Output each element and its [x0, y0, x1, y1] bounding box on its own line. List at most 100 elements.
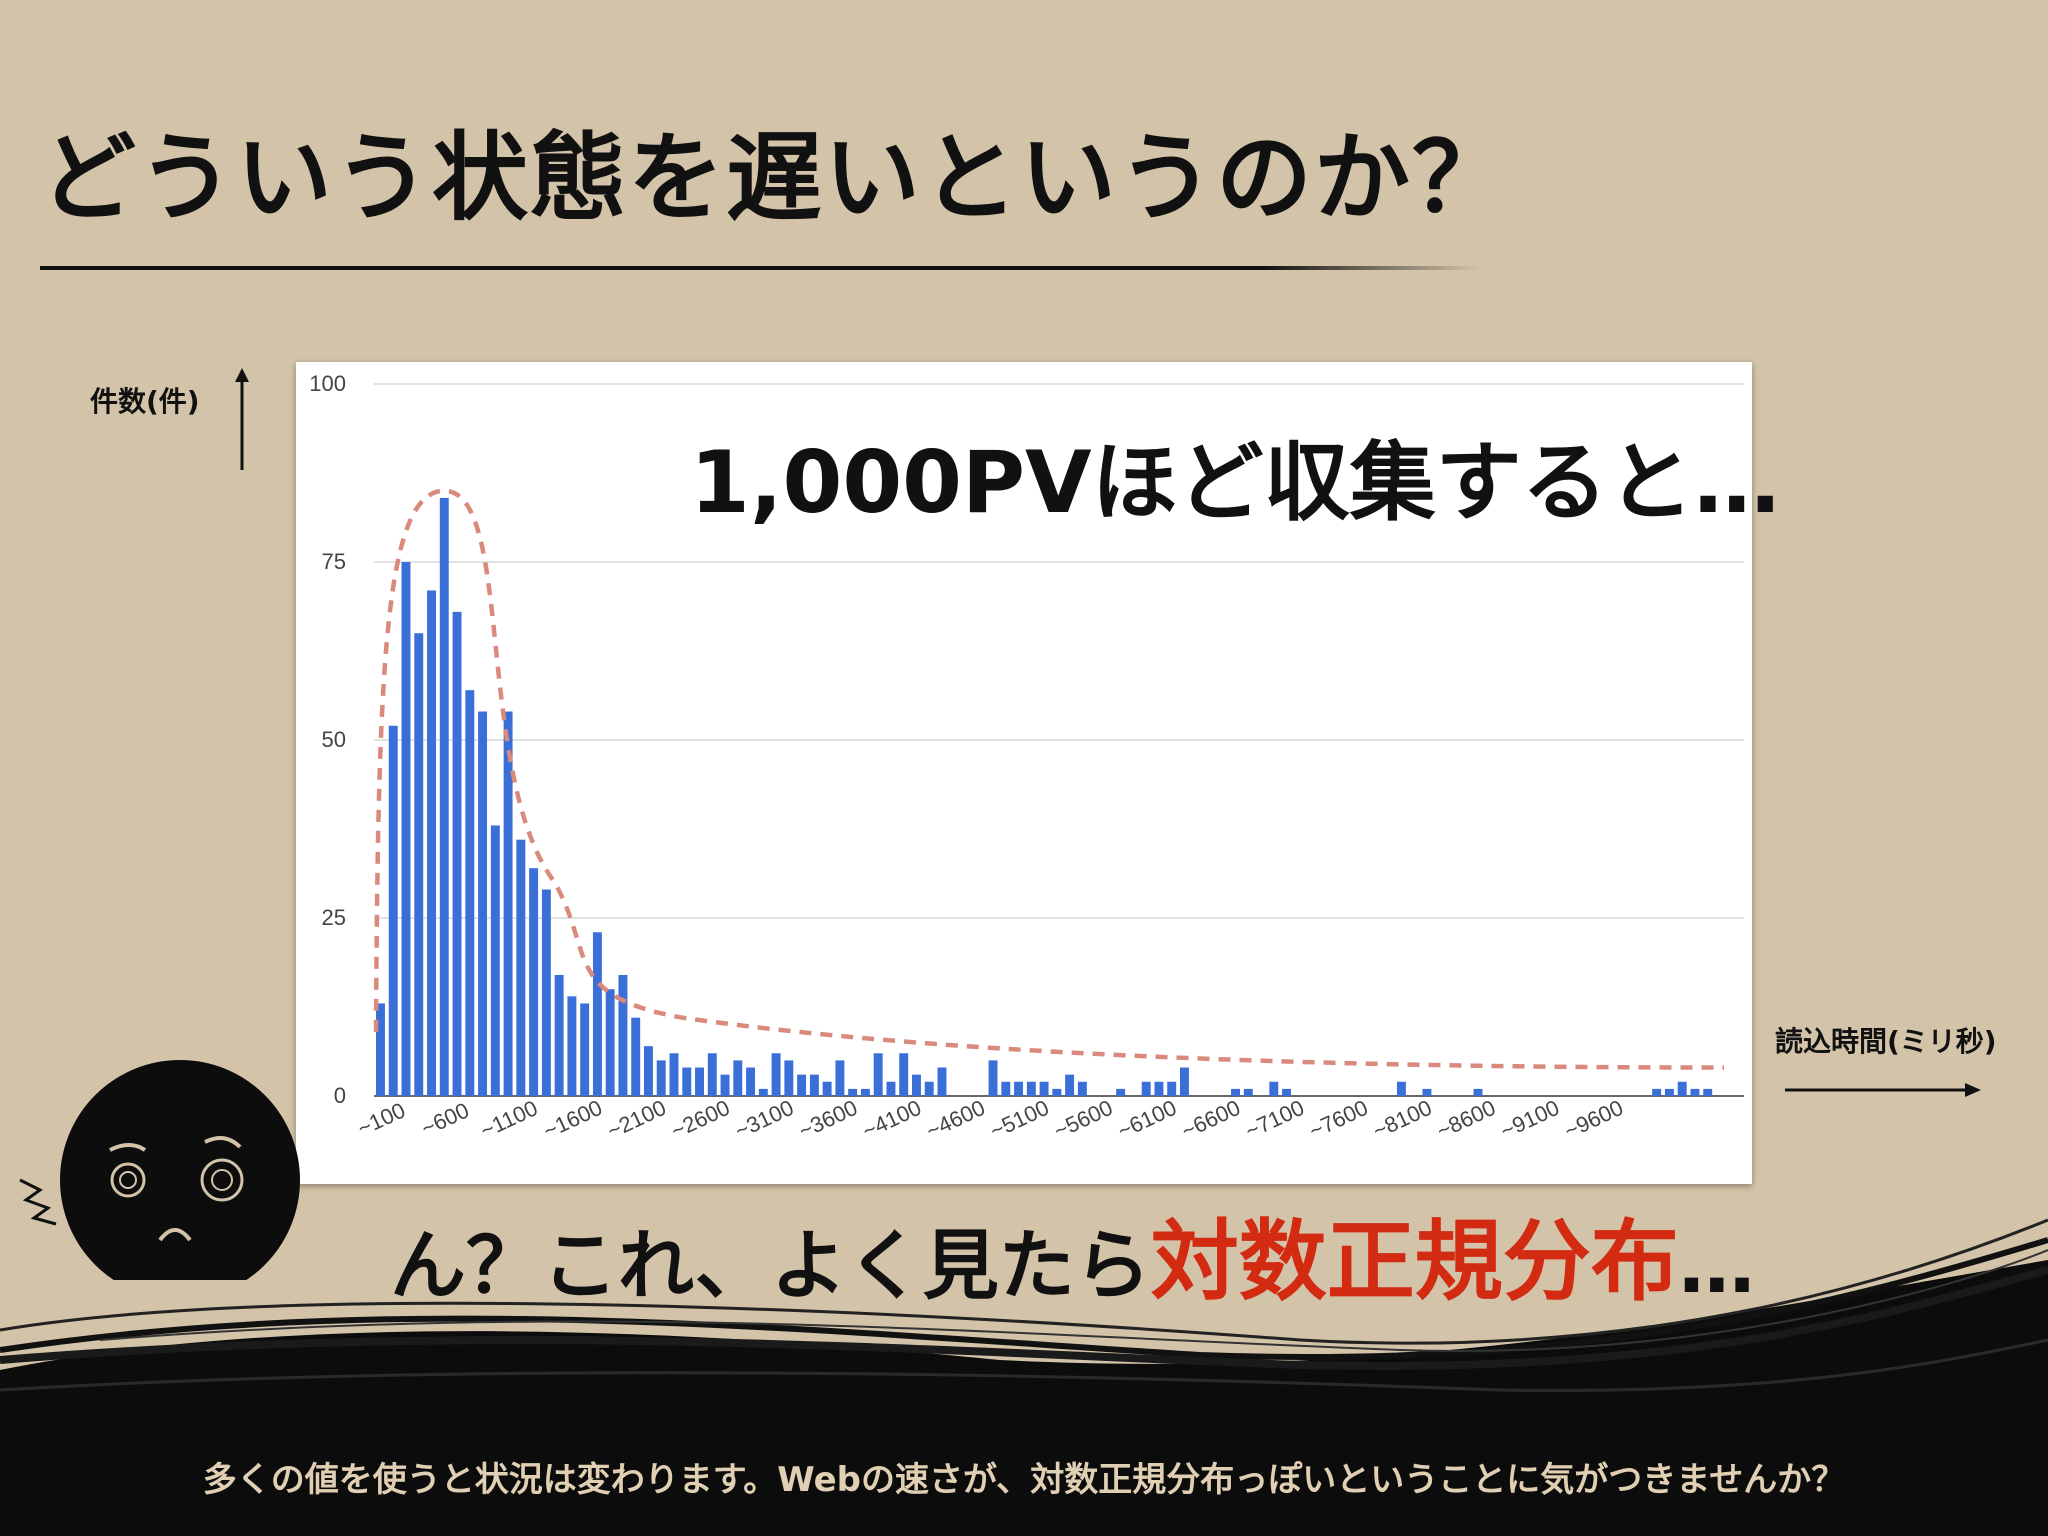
caption-prefix: ん？これ、よく見たら	[390, 1221, 1151, 1310]
histogram-bar	[1026, 1081, 1036, 1096]
y-tick-label: 50	[322, 727, 346, 752]
histogram-bar	[746, 1067, 756, 1096]
worried-face-illustration	[19, 1060, 300, 1280]
x-tick-label: ~600	[417, 1097, 472, 1141]
histogram-bar	[1039, 1081, 1049, 1096]
histogram-bar	[860, 1088, 870, 1096]
histogram-bar	[784, 1060, 794, 1096]
histogram-bar	[822, 1081, 832, 1096]
x-tick-label: ~8600	[1433, 1095, 1500, 1144]
histogram-bar	[592, 932, 602, 1096]
histogram-bar	[720, 1074, 730, 1096]
histogram-bar	[899, 1053, 909, 1096]
histogram-bar	[1269, 1081, 1279, 1096]
histogram-bar	[1065, 1074, 1075, 1096]
histogram-bar	[695, 1067, 704, 1096]
histogram-bar	[401, 562, 411, 1096]
histogram-bar	[1154, 1081, 1164, 1096]
histogram-bar	[656, 1060, 666, 1096]
histogram-bar	[1077, 1081, 1087, 1096]
histogram-bar	[427, 590, 436, 1096]
x-tick-label: ~7100	[1241, 1095, 1308, 1144]
brush-strokes-decoration	[0, 1218, 2048, 1536]
histogram-bar	[1396, 1081, 1406, 1096]
histogram-bar	[937, 1067, 947, 1096]
x-tick-label: ~2600	[667, 1095, 734, 1144]
histogram-bar	[529, 868, 539, 1096]
histogram-bar	[388, 725, 398, 1096]
histogram-bar	[644, 1046, 653, 1096]
histogram-bar	[452, 611, 462, 1096]
title-underline	[40, 266, 1480, 270]
histogram-bar	[503, 711, 513, 1096]
y-axis-caption: 件数(件)	[90, 385, 200, 418]
x-tick-label: ~7600	[1305, 1095, 1372, 1144]
histogram-bar	[873, 1053, 883, 1096]
x-tick-label: ~3100	[731, 1095, 798, 1144]
lognormal-envelope-curve	[373, 488, 1725, 1070]
histogram-bar	[1180, 1067, 1189, 1096]
x-tick-label: ~4600	[922, 1095, 989, 1144]
histogram-bar	[758, 1088, 768, 1096]
histogram-chart: 0 25 50 75 100 ~100 ~600 ~1100 ~1600 ~2100 ~2600 ~3…	[296, 362, 1752, 1184]
histogram-bar	[886, 1081, 896, 1096]
histogram-bar	[1141, 1081, 1151, 1096]
x-tick-label: ~8100	[1369, 1095, 1436, 1144]
x-tick-label: ~5100	[986, 1095, 1053, 1144]
histogram-bar	[478, 711, 488, 1096]
x-tick-label: ~6100	[1114, 1095, 1181, 1144]
histogram-bar	[733, 1060, 743, 1096]
histogram-bar	[1473, 1088, 1483, 1096]
histogram-bar	[848, 1088, 858, 1096]
histogram-bar	[439, 497, 449, 1096]
histogram-bar	[1167, 1081, 1177, 1096]
histogram-bar	[605, 989, 615, 1096]
histogram-bar	[554, 974, 564, 1096]
histogram-bar	[1231, 1088, 1240, 1096]
x-tick-label: ~4100	[858, 1095, 925, 1144]
caption-highlight: 対数正規分布	[1150, 1210, 1679, 1313]
up-arrow-icon	[235, 368, 249, 470]
histogram-bar	[1282, 1088, 1292, 1096]
histogram-bar	[1014, 1081, 1024, 1096]
histogram-bar	[797, 1074, 807, 1096]
histogram-bar	[618, 974, 628, 1096]
x-tick-label: ~2100	[603, 1095, 670, 1144]
x-tick-label: ~5600	[1050, 1095, 1117, 1144]
histogram-bar	[631, 1017, 641, 1096]
histogram-bar	[1652, 1088, 1662, 1096]
histogram-bar	[1422, 1088, 1432, 1096]
y-tick-label: 75	[322, 549, 346, 574]
right-arrow-icon	[1785, 1083, 1981, 1097]
x-tick-label: ~3600	[795, 1095, 862, 1144]
histogram-bar	[835, 1060, 845, 1096]
histogram-bar	[1001, 1081, 1011, 1096]
histogram-bar	[809, 1074, 819, 1096]
histogram-bar	[414, 633, 424, 1096]
x-axis-caption: 読込時間(ミリ秒)	[1775, 1025, 1997, 1058]
histogram-bar	[1116, 1088, 1126, 1096]
x-tick-label: ~1600	[539, 1095, 606, 1144]
page-title: どういう状態を遅いというのか？	[40, 122, 1510, 234]
curve-layer	[373, 488, 1725, 1070]
histogram-bar	[988, 1060, 998, 1096]
histogram-bar	[1677, 1081, 1687, 1096]
histogram-bar	[580, 1003, 590, 1096]
histogram-bar	[912, 1074, 921, 1096]
overlay-text: 1,000PVほど収集すると…	[690, 433, 1780, 533]
histogram-bar	[1243, 1088, 1253, 1096]
histogram-bar	[924, 1081, 934, 1096]
histogram-bar	[707, 1053, 717, 1096]
histogram-bar	[490, 825, 500, 1096]
histogram-bar	[1052, 1088, 1062, 1096]
x-tick-label: ~100	[354, 1097, 409, 1141]
histogram-bar	[541, 889, 551, 1096]
y-tick-label: 0	[334, 1083, 346, 1108]
x-tick-label: ~9100	[1497, 1095, 1564, 1144]
histogram-bar	[771, 1053, 781, 1096]
x-tick-label: ~1100	[476, 1095, 541, 1143]
histogram-bar	[1703, 1088, 1713, 1096]
histogram-bar	[1664, 1088, 1674, 1096]
x-tick-label: ~9600	[1560, 1095, 1627, 1144]
